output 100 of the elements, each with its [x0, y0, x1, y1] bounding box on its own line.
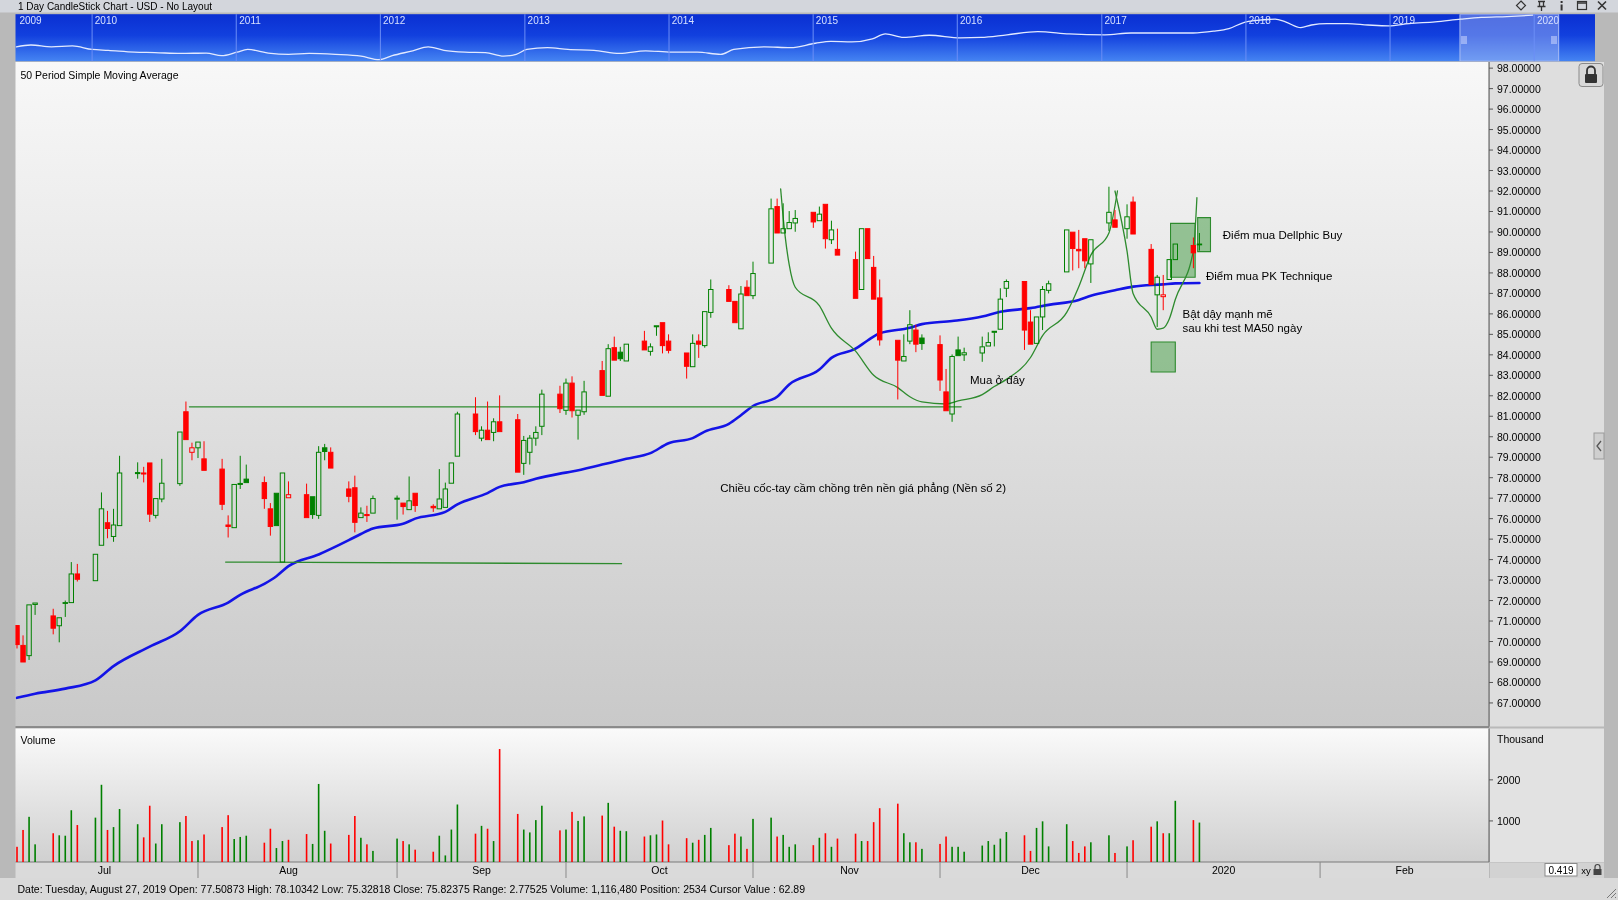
candlestick: [919, 333, 925, 351]
x-tick-label: Sep: [472, 864, 492, 876]
y-tick-label: 89.00000: [1497, 246, 1541, 259]
x-tick-label: 2017: [1104, 15, 1128, 27]
candlestick: [943, 368, 949, 412]
y-tick-label: 83.00000: [1497, 369, 1541, 382]
candlestick: [834, 228, 841, 256]
candlestick: [689, 333, 696, 368]
candlestick: [56, 617, 62, 643]
candlestick: [738, 285, 744, 330]
candlestick: [1106, 186, 1112, 232]
candlestick: [1190, 236, 1197, 269]
candlestick: [364, 505, 370, 523]
candlestick: [20, 634, 26, 663]
y-axis-title: Thousand: [1497, 732, 1544, 745]
candlestick: [750, 261, 756, 300]
y-tick-label: 78.00000: [1497, 471, 1541, 484]
candlestick: [539, 389, 545, 436]
candlestick: [895, 339, 901, 400]
text: 0.419: [1548, 864, 1574, 875]
x-tick-label: 2011: [239, 15, 262, 27]
y-tick-label: 82.00000: [1497, 389, 1541, 402]
y-tick-label: 90.00000: [1497, 225, 1541, 238]
candlestick: [183, 401, 189, 441]
text: xy: [1581, 864, 1591, 875]
candlestick: [370, 495, 376, 514]
x-tick-label: 2010: [94, 15, 118, 27]
y-tick-label: 95.00000: [1497, 123, 1541, 136]
candlestick: [412, 492, 418, 513]
candlestick: [557, 385, 563, 414]
y-tick-label: 72.00000: [1497, 594, 1541, 607]
y-tick-label: 93.00000: [1497, 164, 1541, 177]
y-tick-label: 73.00000: [1497, 574, 1541, 587]
candlestick: [949, 353, 955, 423]
candlestick: [901, 333, 907, 362]
candlestick: [768, 198, 774, 264]
candlestick: [997, 287, 1004, 330]
annotation: Điểm mua PK Technique: [1206, 269, 1333, 282]
candlestick: [641, 330, 648, 351]
candlestick: [406, 475, 412, 511]
chart-title: 1 Day CandleStick Chart - USD - No Layout: [18, 1, 213, 12]
x-tick-label: 2020: [1211, 864, 1236, 876]
x-tick-label: Oct: [651, 864, 668, 876]
candlestick: [1070, 231, 1076, 271]
candlestick: [490, 417, 497, 442]
candlestick: [563, 378, 569, 416]
y-tick-label: 98.00000: [1497, 62, 1541, 75]
y-tick-label: 85.00000: [1497, 328, 1541, 341]
annotation: Điểm mua Dellphic Buy: [1222, 229, 1343, 242]
candlestick: [104, 510, 111, 539]
candlestick: [15, 625, 20, 649]
x-tick-label: 2014: [671, 15, 695, 27]
candlestick: [225, 514, 231, 538]
candlestick: [913, 324, 919, 353]
y-tick-label: 88.00000: [1497, 266, 1541, 279]
x-tick-label: Jul: [97, 864, 112, 876]
candlestick: [1154, 274, 1160, 328]
candlestick: [774, 198, 780, 234]
y-tick-label: 77.00000: [1497, 492, 1541, 505]
candlestick: [1160, 274, 1166, 311]
x-tick-label: Aug: [279, 864, 298, 876]
candlestick: [400, 502, 406, 516]
y-tick-label: 70.00000: [1497, 635, 1541, 648]
y-tick-label: 96.00000: [1497, 103, 1541, 116]
candlestick: [74, 563, 81, 583]
candlestick: [1064, 229, 1070, 273]
x-tick-label: 2016: [959, 15, 983, 27]
candlestick: [195, 441, 201, 459]
x-tick-label: 2009: [19, 15, 43, 27]
x-tick-label: 2019: [1392, 15, 1416, 27]
candlestick: [907, 309, 913, 345]
text: 50 Period Simple Moving Average: [20, 68, 179, 81]
y-tick-label: 67.00000: [1497, 696, 1541, 709]
x-tick-label: Feb: [1395, 864, 1414, 876]
candlestick: [937, 334, 943, 392]
candlestick: [496, 394, 503, 433]
candlestick: [1196, 232, 1203, 252]
candlestick: [1148, 243, 1154, 286]
x-tick-label: Nov: [840, 864, 860, 876]
y-tick-label: 68.00000: [1497, 676, 1541, 689]
x-tick-label: 2020: [1536, 15, 1560, 27]
candlestick: [201, 440, 207, 471]
y-tick-label: 71.00000: [1497, 615, 1541, 628]
candlestick: [1130, 196, 1136, 235]
y-tick-label: 1000: [1497, 814, 1521, 827]
candlestick: [98, 491, 105, 546]
candlestick: [991, 330, 998, 347]
candlestick: [189, 442, 195, 461]
candlestick: [472, 396, 479, 436]
y-tick-label: 80.00000: [1497, 430, 1541, 443]
candlestick: [328, 446, 334, 469]
candlestick: [569, 375, 575, 418]
candlestick: [744, 279, 750, 297]
y-tick-label: 81.00000: [1497, 410, 1541, 423]
x-tick-label: 2015: [815, 15, 839, 27]
candlestick: [653, 325, 660, 337]
candlestick: [358, 506, 364, 519]
candlestick: [448, 462, 455, 484]
y-tick-label: 86.00000: [1497, 307, 1541, 320]
y-tick-label: 74.00000: [1497, 553, 1541, 566]
